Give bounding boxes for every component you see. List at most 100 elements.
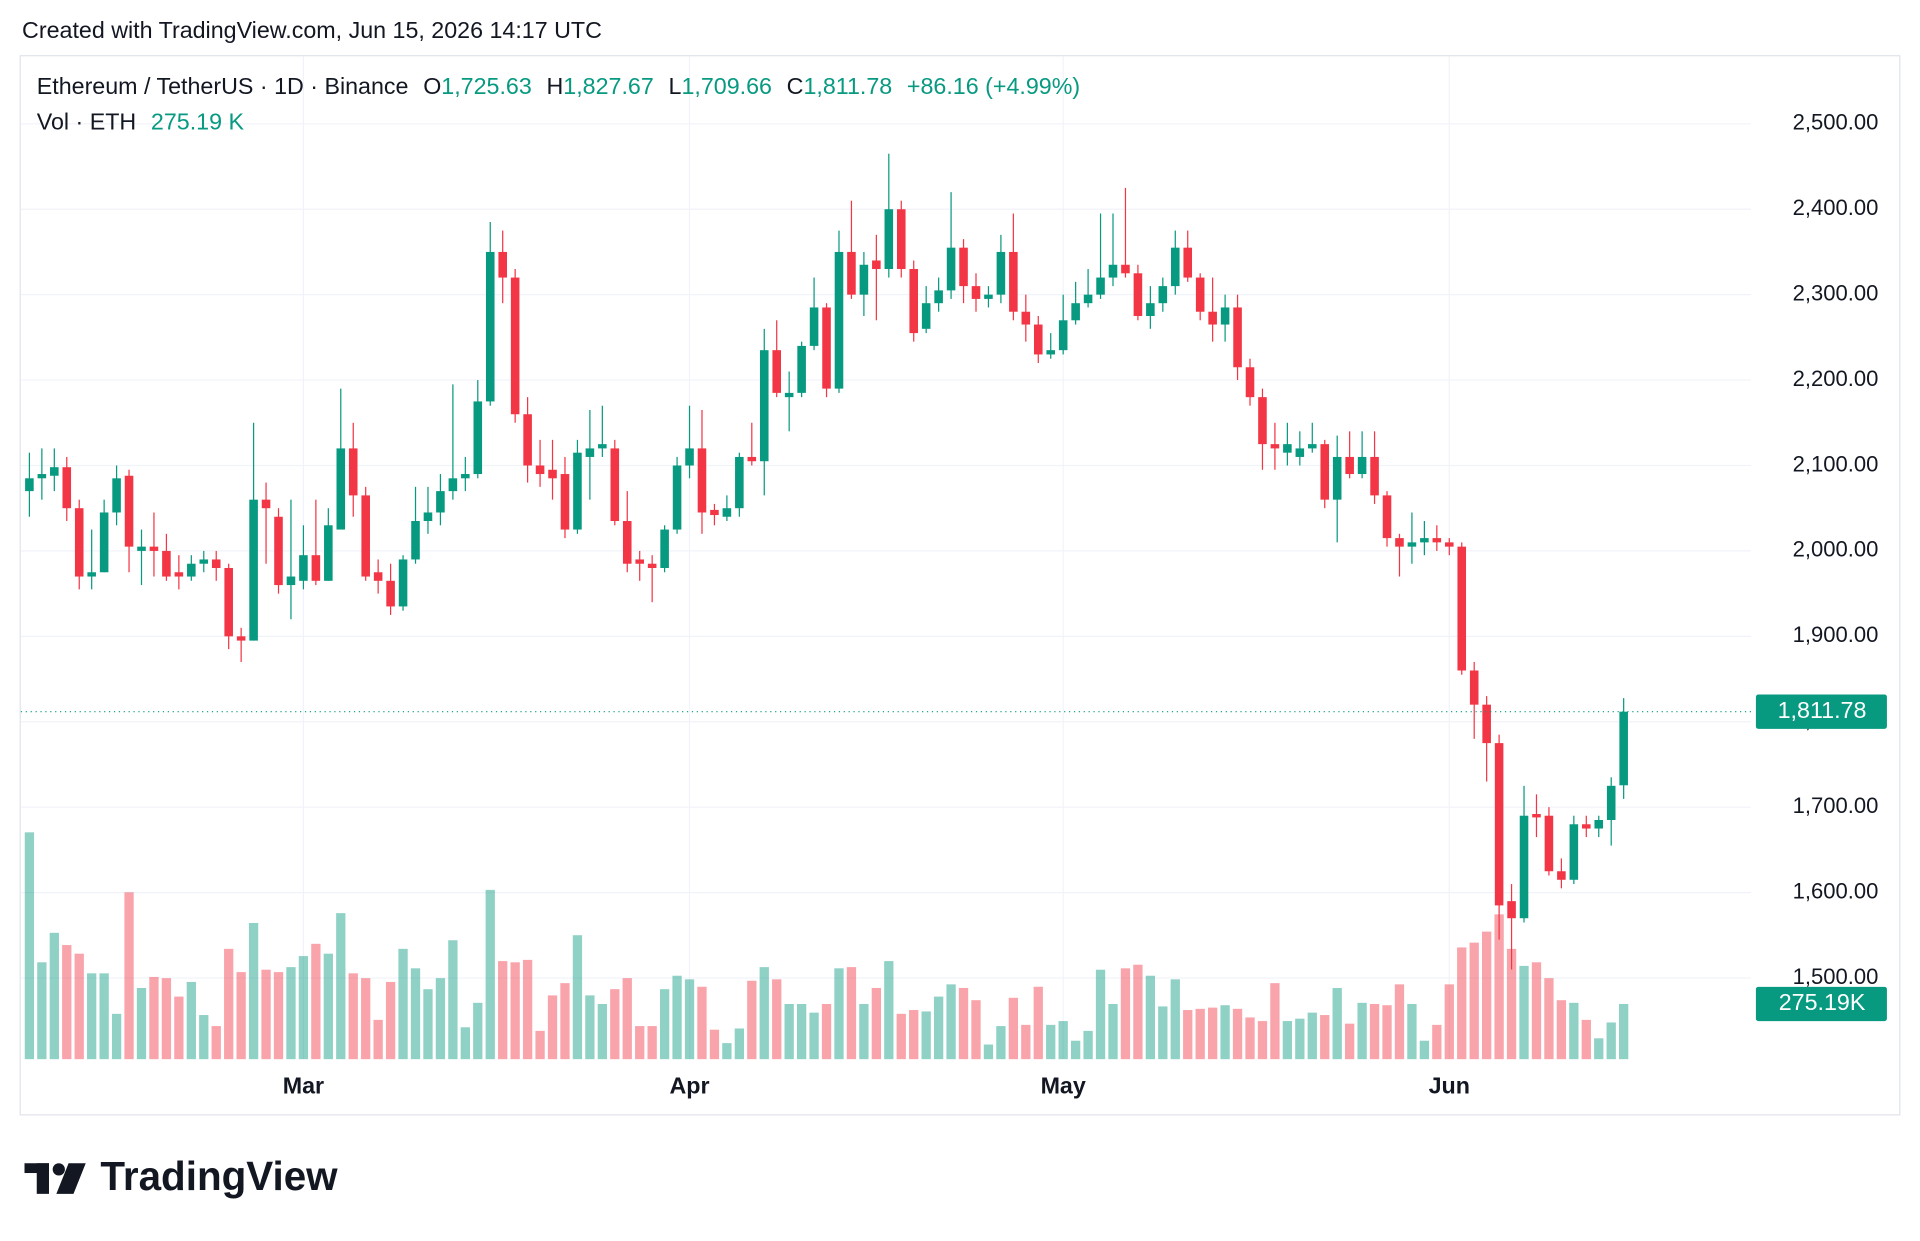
volume-bar bbox=[261, 969, 271, 1060]
volume-bar bbox=[161, 978, 172, 1060]
candle-body bbox=[485, 251, 495, 402]
candle-body bbox=[672, 465, 682, 530]
candle-body bbox=[1320, 444, 1330, 500]
volume-bar bbox=[1469, 942, 1479, 1060]
volume-bar bbox=[933, 996, 944, 1060]
volume-bar bbox=[224, 948, 234, 1060]
volume-bar bbox=[1058, 1021, 1068, 1060]
last-price-label: 1,811.78 bbox=[1778, 697, 1867, 723]
candle-body bbox=[274, 516, 283, 586]
candle-body bbox=[896, 209, 906, 270]
volume-bar bbox=[1581, 1019, 1591, 1060]
volume-legend: Vol · ETH 275.19 K bbox=[37, 109, 245, 135]
volume-bar bbox=[1457, 947, 1467, 1060]
volume-bar bbox=[1083, 1030, 1093, 1060]
candle-body bbox=[25, 478, 34, 492]
candle-body bbox=[1420, 538, 1429, 543]
candle-body bbox=[1270, 444, 1280, 449]
volume-bar bbox=[1158, 1006, 1168, 1060]
candle-body bbox=[1009, 251, 1018, 312]
volume-bar bbox=[1544, 978, 1554, 1060]
change: +86.16 (+4.99%) bbox=[907, 73, 1080, 99]
candle-body bbox=[1395, 538, 1404, 547]
candle-body bbox=[971, 286, 981, 299]
volume-bar bbox=[398, 948, 408, 1060]
brand-name: TradingView bbox=[100, 1153, 338, 1199]
candle-body bbox=[1445, 542, 1454, 547]
candle-body bbox=[398, 559, 408, 607]
volume-bar bbox=[498, 961, 508, 1060]
volume-bar bbox=[996, 1026, 1006, 1060]
y-tick-label: 1,500.00 bbox=[1793, 964, 1879, 989]
volume-bar bbox=[697, 986, 707, 1060]
candle-body bbox=[1108, 264, 1118, 278]
volume-bar bbox=[1519, 965, 1529, 1060]
volume-bar bbox=[323, 953, 333, 1060]
candle-body bbox=[797, 345, 806, 393]
candle-body bbox=[1619, 711, 1628, 786]
legend: Ethereum / TetherUS · 1D · Binance O1,725… bbox=[37, 73, 1080, 99]
candle-body bbox=[622, 521, 632, 564]
candle-body bbox=[1519, 815, 1529, 919]
candle-body bbox=[1033, 324, 1043, 355]
candle-body bbox=[984, 294, 993, 299]
volume-bar bbox=[149, 976, 159, 1060]
volume-bar bbox=[547, 995, 558, 1060]
volume-bar bbox=[1282, 1021, 1293, 1060]
legend-value: 1,709.66 bbox=[681, 73, 772, 99]
volume-bar bbox=[983, 1044, 994, 1060]
volume-bar bbox=[385, 981, 396, 1060]
candle-body bbox=[1245, 367, 1255, 398]
candle-body bbox=[585, 448, 595, 457]
candle-body bbox=[847, 251, 856, 295]
candle-body bbox=[1233, 307, 1242, 368]
volume-title: Vol · ETH bbox=[37, 109, 136, 135]
y-tick-label: 2,300.00 bbox=[1793, 280, 1879, 305]
logo-slash bbox=[56, 1163, 86, 1194]
candle-body bbox=[1494, 743, 1504, 906]
x-tick-label: Jun bbox=[1429, 1072, 1470, 1098]
candle-body bbox=[1345, 456, 1354, 475]
last-price-box bbox=[1755, 694, 1887, 729]
candle-body bbox=[548, 469, 557, 479]
candle-body bbox=[909, 269, 919, 334]
candle-body bbox=[1021, 311, 1031, 325]
candle-body bbox=[872, 260, 881, 270]
volume-bar bbox=[361, 978, 371, 1060]
candle-body bbox=[1071, 303, 1080, 321]
candle-body bbox=[261, 499, 271, 509]
volume-bar bbox=[859, 1004, 869, 1060]
volume-bar bbox=[49, 932, 59, 1060]
volume-bar bbox=[672, 975, 682, 1060]
volume-bar bbox=[1046, 1024, 1056, 1060]
candle-body bbox=[610, 448, 620, 522]
volume-bar bbox=[1021, 1024, 1031, 1060]
candle-body bbox=[1370, 456, 1379, 496]
candle-body bbox=[311, 555, 321, 581]
volume-bar bbox=[62, 945, 72, 1060]
candle-body bbox=[348, 448, 358, 496]
candle-body bbox=[1146, 303, 1155, 317]
volume-bar bbox=[971, 1000, 981, 1060]
volume-bar bbox=[1432, 1024, 1442, 1060]
axes: 1,500.001,600.001,700.001,800.001,900.00… bbox=[20, 110, 1887, 1098]
candle-body bbox=[1606, 785, 1616, 820]
volume-bar bbox=[1569, 1002, 1579, 1060]
volume-bar bbox=[248, 922, 259, 1060]
volume-bar bbox=[1183, 1010, 1193, 1060]
volume-bar bbox=[373, 1019, 383, 1060]
candle-body bbox=[722, 508, 732, 517]
volume-bar bbox=[1369, 1004, 1380, 1060]
volume-bar bbox=[423, 989, 433, 1060]
volume-bar bbox=[1133, 964, 1143, 1060]
volume-bar bbox=[136, 987, 147, 1060]
candle-body bbox=[834, 251, 844, 389]
candle-body bbox=[809, 307, 819, 346]
volume-bar bbox=[747, 980, 757, 1060]
candle-body bbox=[411, 521, 420, 560]
candle-body bbox=[74, 508, 84, 577]
candle-body bbox=[884, 209, 894, 270]
candle-body bbox=[1208, 311, 1217, 325]
volume-bar bbox=[124, 892, 134, 1060]
